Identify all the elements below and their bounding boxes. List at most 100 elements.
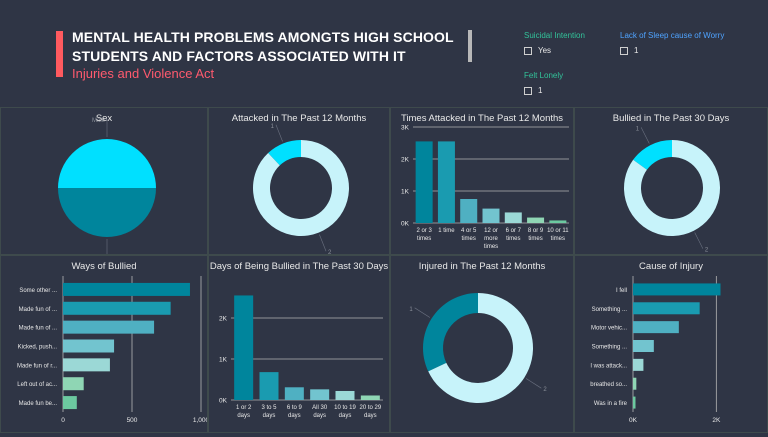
chart-cause-injury: 0K 2K I fell Something ... Motor vehic... Som… [590,276,721,424]
filter-suicidal-option[interactable]: Yes [524,46,585,55]
filter-sleep-value: 1 [634,46,639,55]
x-tick-label: days [288,413,301,419]
y-tick-label: 3K [401,125,410,132]
bar [63,320,155,334]
filter-lonely-value: 1 [538,86,543,95]
pie-slice [253,140,349,236]
bar [63,301,171,315]
x-tick-label: times [506,236,520,242]
pie-slice [268,140,301,166]
x-tick-label: 10 or 11 [547,228,569,234]
filter-sleep-label: Lack of Sleep cause of Worry [620,31,725,40]
x-tick-label: times [417,236,431,242]
chart-injured: 12 [409,293,547,403]
x-tick-label: days [313,413,326,419]
x-tick-label: 6 to 9 [287,405,303,411]
x-tick-label: times [528,236,542,242]
filter-lonely-option[interactable]: 1 [524,86,563,95]
filter-sleep-option[interactable]: 1 [620,46,724,55]
filter-suicidal-value: Yes [538,46,552,55]
slice-label: 1 [271,124,275,130]
x-tick-label: days [364,413,377,419]
bar [63,339,115,353]
bar [527,217,545,223]
chart-title: Sex [95,113,113,124]
bar [63,358,110,372]
chart-bullied30: 12 [624,126,720,254]
checkbox-icon[interactable] [524,86,532,95]
chart-times-attacked: 0K 1K 2K 3K 2 or 3 times 1 time 4 or 5 times 12 o… [401,125,569,251]
bar [63,282,190,296]
bar [633,321,679,334]
x-tick-label: 500 [127,417,138,424]
chart-sex: MaleFemale [58,118,156,262]
bar [504,212,522,223]
x-tick-label: more [484,236,498,242]
chart-title: Bullied in The Past 30 Days [612,113,730,124]
x-tick-label: times [551,236,565,242]
x-tick-label: 4 or 5 [461,228,477,234]
y-tick-label: Motor vehic... [591,326,627,332]
chart-days-bullied: 0K 1K 2K 1 or 2 days 3 to 5 days 6 to 9 days All … [219,295,383,419]
panel-days-bullied: Days of Being Bullied in The Past 30 Day… [208,255,390,433]
title-line-2: STUDENTS AND FACTORS ASSOCIATED WITH IT [72,48,406,64]
y-tick-label: 0K [401,221,410,228]
dashboard-subtitle: Injuries and Violence Act [72,66,215,81]
leader-line [319,234,327,252]
leader-line [275,124,283,142]
bar [284,387,304,400]
bar [335,390,355,400]
bar [633,302,700,315]
panel-sex: Sex MaleFemale [0,107,208,262]
filter-lonely-label: Felt Lonely [524,71,564,80]
x-tick-label: All 30 [312,405,328,411]
x-tick-label: 1,000 [193,417,207,424]
x-tick-label: times [462,236,476,242]
bar [63,396,77,410]
checkbox-icon[interactable] [620,46,628,55]
chart-title: Cause of Injury [639,261,703,272]
slice-label: 2 [543,387,547,393]
bar [415,141,433,223]
checkbox-icon[interactable] [524,46,532,55]
dashboard-title: MENTAL HEALTH PROBLEMS AMONGTS HIGH SCHO… [72,28,472,66]
x-tick-label: 20 to 29 [359,405,381,411]
y-tick-label: Kicked, push... [18,345,58,351]
bar [460,199,478,223]
y-tick-label: Made fun be... [19,401,58,407]
x-tick-label: 12 or [484,228,498,234]
y-tick-label: 0K [219,398,228,405]
x-tick-label: days [263,413,276,419]
panel-times-attacked: Times Attacked in The Past 12 Months 0K 1… [390,107,574,255]
slice-label: 2 [705,248,709,254]
slice-label: 1 [409,307,413,313]
x-tick-label: 3 to 5 [261,405,277,411]
dashboard-header: MENTAL HEALTH PROBLEMS AMONGTS HIGH SCHO… [0,0,768,107]
bar [633,377,637,390]
panel-cause-injury: Cause of Injury 0K 2K I fell Something ... M… [574,255,768,433]
bar [633,396,636,409]
title-line-1: MENTAL HEALTH PROBLEMS AMONGTS HIGH SCHO… [72,29,454,45]
divider-bar [468,30,472,62]
chart-title: Injured in The Past 12 Months [418,261,546,272]
panel-ways-bullied: Ways of Bullied 0 500 1,000 Some other ... M… [0,255,210,433]
y-tick-label: 1K [401,189,410,196]
slice-label: 2 [328,250,332,254]
y-tick-label: Something ... [592,307,628,313]
y-tick-label: 2K [401,157,410,164]
x-tick-label: 2K [712,417,721,424]
chart-title: Times Attacked in The Past 12 Months [400,113,564,124]
chart-title: Days of Being Bullied in The Past 30 Day… [209,261,389,272]
chart-ways-bullied: 0 500 1,000 Some other ... Made fun of ... Ma… [17,276,210,424]
leader-line [694,232,704,249]
pie-slice [58,188,156,237]
chart-attacked: 12 [253,124,349,256]
leader-line [414,307,431,318]
pie-slice [633,140,672,170]
x-tick-label: 2 or 3 [416,228,432,234]
bar [633,283,721,296]
x-tick-label: days [339,413,352,419]
bar [234,295,254,400]
bar [633,340,654,352]
